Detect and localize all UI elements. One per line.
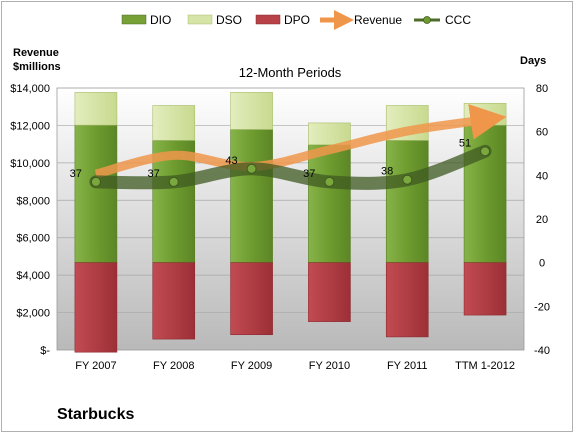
revenue-line (94, 104, 507, 179)
dso-bar (230, 92, 273, 130)
right-axis-ticks: -40 -20 0 20 40 60 80 (534, 83, 550, 357)
dpo-bar (152, 262, 196, 340)
right-tick-label: -20 (534, 301, 550, 313)
left-tick-label: $4,000 (16, 270, 50, 282)
revenue-series (94, 104, 507, 179)
plot-area (56, 87, 525, 351)
dpo-bar (74, 262, 118, 353)
dio-bar (308, 144, 351, 263)
dso-bar (308, 122, 351, 146)
ccc-data-label: 38 (381, 166, 393, 178)
x-tick-label: FY 2008 (153, 360, 194, 372)
dpo-bar (463, 262, 507, 316)
legend-label-ccc: CCC (445, 13, 471, 27)
ccc-point (168, 176, 179, 187)
bars-group (74, 92, 507, 353)
x-tick-label: FY 2009 (231, 360, 272, 372)
legend-label-dpo: DPO (284, 13, 310, 27)
x-tick-label: FY 2011 (387, 360, 428, 372)
ccc-point (402, 174, 413, 185)
chart-legend: DIO DSO DPO Revenue CCC (121, 10, 471, 30)
legend-swatch-dpo (255, 14, 281, 25)
left-tick-label: $2,000 (16, 308, 50, 320)
ccc-point (324, 176, 335, 187)
right-tick-label: 0 (539, 258, 545, 270)
right-tick-label: -40 (534, 345, 550, 357)
left-tick-label: $12,000 (10, 120, 50, 132)
ccc-data-label: 43 (225, 155, 237, 167)
x-tick-label: TTM 1-2012 (455, 360, 515, 372)
dpo-bar (385, 262, 429, 338)
dio-bar (230, 129, 273, 263)
legend-swatch-dio (121, 14, 147, 25)
ccc-point (90, 176, 101, 187)
right-tick-label: 60 (536, 127, 548, 139)
company-name: Starbucks (57, 406, 134, 423)
ccc-point (480, 146, 491, 157)
left-tick-label: $8,000 (16, 195, 50, 207)
plot-title: 12-Month Periods (239, 65, 342, 80)
x-tick-label: FY 2007 (75, 360, 116, 372)
left-axis-ticks: $- $2,000 $4,000 $6,000 $8,000 $10,000 $12,000… (10, 83, 50, 357)
right-tick-label: 40 (536, 170, 548, 182)
x-tick-label: FY 2010 (309, 360, 350, 372)
legend-label-revenue: Revenue (354, 13, 402, 27)
dio-bar (385, 140, 429, 263)
right-axis-title: Days (520, 55, 546, 67)
left-tick-label: $10,000 (10, 158, 50, 170)
left-axis-title-line2: $millions (13, 61, 61, 73)
dso-bar (74, 92, 118, 126)
legend-label-dso: DSO (216, 13, 242, 27)
ccc-point (246, 163, 257, 174)
legend-label-dio: DIO (150, 13, 171, 27)
legend-marker-ccc (423, 16, 431, 24)
dio-bar (74, 124, 118, 263)
right-tick-label: 20 (536, 214, 548, 226)
ccc-line (89, 144, 492, 190)
ccc-data-label: 37 (148, 168, 160, 180)
left-tick-label: $14,000 (10, 83, 50, 95)
left-tick-label: $6,000 (16, 233, 50, 245)
dpo-bar (308, 262, 351, 322)
x-axis-ticks: FY 2007 FY 2008 FY 2009 FY 2010 FY 2011 TTM 1… (75, 360, 515, 372)
ccc-data-label: 51 (459, 137, 471, 149)
left-axis-title-line1: Revenue (13, 47, 59, 59)
ccc-data-label: 37 (70, 168, 82, 180)
dpo-bar (230, 262, 273, 336)
legend-swatch-dso (187, 14, 213, 25)
left-tick-label: $- (40, 345, 50, 357)
right-tick-label: 80 (536, 83, 548, 95)
dso-bar (152, 105, 196, 141)
ccc-series: 37 37 43 37 38 51 (70, 137, 492, 190)
ccc-data-label: 37 (303, 168, 315, 180)
